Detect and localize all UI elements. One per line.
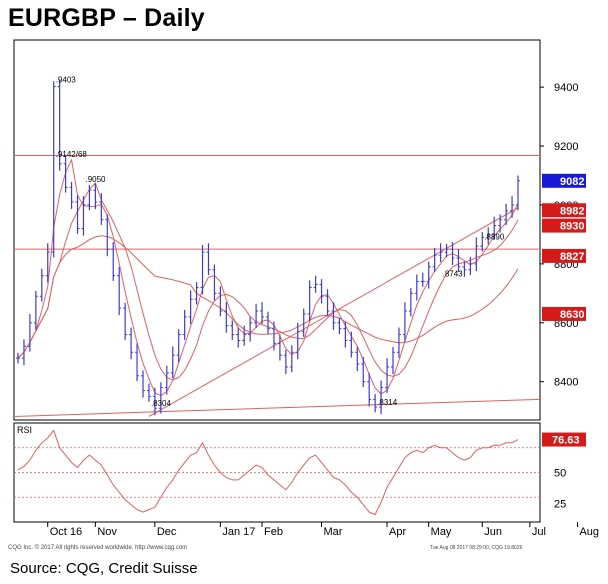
price-label: 8827 [560,251,584,263]
price-label-box [542,218,586,233]
price-label-box [542,173,586,188]
rsi-panel: RSI 25 50 76.63 [14,425,586,516]
rsi-value-box [542,432,586,447]
price-annotation: .8890 [484,232,505,241]
chart-title: EURGBP – Daily [8,4,205,32]
source-note: Source: CQG, Credit Suisse [10,560,198,577]
price-axis-ticks: 840086008800900092009400 [540,82,578,389]
price-label-box [542,306,586,321]
rsi-value-label: 76.63 [552,435,580,447]
date-tick-label: Mar [324,526,343,538]
date-tick-label: Nov [97,526,117,538]
price-label-box [542,203,586,218]
price-label: 8930 [560,221,584,233]
horizontal-levels [14,154,540,250]
date-axis-ticks: Oct 16 Nov Dec Jan 17 Feb Mar Apr May Jun Jul Aug [47,522,599,538]
rsi-panel-border [13,422,541,523]
date-tick-label: Feb [264,526,283,538]
date-tick-label: Jun [484,526,502,538]
price-label: 8982 [560,205,584,217]
price-annotation: .8304 [151,399,172,408]
chart-frame [13,39,541,523]
trendlines [13,207,541,417]
long-trendline [13,398,541,417]
price-annotations: .9403 .9142/68 .9050 .8304 .8314 .8743 .8890 [56,76,505,408]
date-tick-label: May [431,526,452,538]
price-panel-border [13,39,541,421]
price-annotation: .8743 [443,270,464,279]
date-tick-label: Jan 17 [222,526,255,538]
price-annotation: .9050 [85,175,106,184]
date-tick-label: Dec [157,526,177,538]
price-tick-label: 8400 [554,377,578,389]
moving-average-8 [17,182,519,381]
rsi-tick-label: 25 [554,498,566,510]
date-tick-label: Oct 16 [50,526,82,538]
moving-average-24 [17,235,519,359]
date-tick-label: Aug [579,526,599,538]
price-tick-label: 9200 [554,141,578,153]
right-price-labels: 9082 8982 8930 8827 8630 [542,173,586,321]
date-tick-label: Apr [389,526,406,538]
price-label: 8630 [560,309,584,321]
price-annotation: .9142/68 [56,150,88,159]
rsi-title: RSI [17,425,32,435]
price-label-box [542,248,586,263]
price-label: 9082 [560,176,584,188]
rsi-tick-label: 50 [554,468,566,480]
timestamp: Tue Aug 08 2017 08:29:00, CQG 19.8026 [430,545,523,551]
date-tick-label: Jul [532,526,546,538]
price-annotation: .9403 [56,76,77,85]
price-annotation: .8314 [377,398,398,407]
cqg-credit: CQG Inc. © 2017 All rights reserved worl… [8,545,188,551]
price-tick-label: 9400 [554,82,578,94]
price-bars [16,79,520,416]
rsi-line [17,429,519,516]
